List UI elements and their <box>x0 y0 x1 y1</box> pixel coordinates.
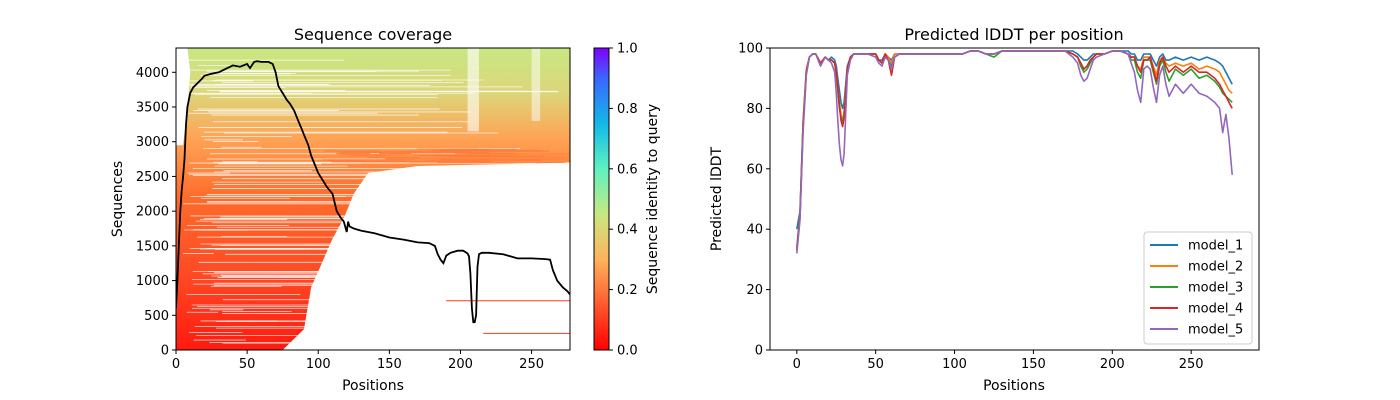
x-tick-label: 50 <box>239 357 256 372</box>
coverage-heatmap <box>176 48 570 350</box>
legend-entry: model_3 <box>1188 281 1243 296</box>
heatmap-uncovered-region <box>282 162 570 350</box>
series-line-model_4 <box>796 50 1233 251</box>
x-tick-label: 200 <box>448 357 473 372</box>
plddt-lines <box>796 50 1233 254</box>
plddt-legend: model_1 model_2 model_3 model_4 model_5 <box>1143 231 1253 345</box>
plddt-title: Predicted lDDT per position <box>904 25 1123 44</box>
y-tick-label: 20 <box>746 283 763 298</box>
plddt-x-label: Positions <box>983 378 1045 394</box>
colorbar-ticks: 0.0 0.2 0.4 0.6 0.8 1.0 <box>609 42 638 359</box>
colorbar <box>593 47 610 351</box>
legend-entry: model_4 <box>1188 302 1243 317</box>
colorbar-tick-label: 0.6 <box>617 162 638 177</box>
x-tick-label: 200 <box>1100 357 1125 372</box>
plddt-axes-frame <box>769 47 1260 351</box>
plddt-y-label: Predicted lDDT <box>709 146 725 251</box>
colorbar-tick-label: 0.0 <box>617 344 638 359</box>
series-line-model_5 <box>796 50 1233 254</box>
colorbar-tick-label: 1.0 <box>617 42 638 57</box>
y-tick-label: 2500 <box>136 170 169 185</box>
x-tick-label: 150 <box>1021 357 1046 372</box>
y-tick-label: 40 <box>746 223 763 238</box>
y-tick-label: 1500 <box>136 239 169 254</box>
plddt-panel: Predicted lDDT per position 0 50 100 150 200… <box>709 25 1260 394</box>
colorbar-tick-label: 0.2 <box>617 283 638 298</box>
x-tick-label: 0 <box>793 357 801 372</box>
heatmap-uncovered-left-band <box>176 48 191 146</box>
y-tick-label: 2000 <box>136 205 169 220</box>
y-tick-label: 500 <box>144 309 169 324</box>
y-tick-label: 3500 <box>136 101 169 116</box>
series-line-model_1 <box>796 50 1233 230</box>
y-tick-label: 80 <box>746 102 763 117</box>
coverage-axis-ticks: 0 50 100 150 200 2500500100015002000250030003… <box>136 66 544 372</box>
y-tick-label: 3000 <box>136 135 169 150</box>
x-tick-label: 250 <box>1179 357 1204 372</box>
x-tick-label: 0 <box>172 357 180 372</box>
legend-frame <box>1143 231 1253 345</box>
coverage-x-label: Positions <box>342 378 404 394</box>
colorbar-tick-label: 0.4 <box>617 223 638 238</box>
heatmap-gap <box>467 48 479 132</box>
heatmap-gap <box>531 48 541 121</box>
colorbar-tick-label: 0.8 <box>617 102 638 117</box>
sequence-coverage-panel: Sequence coverage 0 50 100 150 200 2500500100… <box>110 25 661 394</box>
y-tick-label: 4000 <box>136 66 169 81</box>
legend-entry: model_1 <box>1188 239 1243 254</box>
coverage-line <box>176 60 570 324</box>
x-tick-label: 100 <box>942 357 967 372</box>
coverage-y-label: Sequences <box>110 161 126 237</box>
coverage-axes-frame <box>175 47 571 351</box>
y-tick-label: 60 <box>746 162 763 177</box>
y-tick-label: 0 <box>161 344 169 359</box>
y-tick-label: 0 <box>755 344 763 359</box>
series-line-model_3 <box>796 50 1233 248</box>
x-tick-label: 50 <box>867 357 884 372</box>
x-tick-label: 100 <box>306 357 331 372</box>
coverage-title: Sequence coverage <box>294 25 452 44</box>
legend-entry: model_2 <box>1188 260 1243 275</box>
coverage-line-layer <box>176 60 570 324</box>
y-tick-label: 1000 <box>136 274 169 289</box>
plddt-axis-ticks: 0 50 100 150 200 250 0 20 40 60 80 100 <box>738 42 1203 373</box>
colorbar-label: Sequence identity to query <box>645 104 661 294</box>
series-line-model_2 <box>796 50 1233 251</box>
y-tick-label: 100 <box>738 42 763 57</box>
legend-entry: model_5 <box>1188 323 1243 338</box>
x-tick-label: 250 <box>519 357 544 372</box>
x-tick-label: 150 <box>377 357 402 372</box>
